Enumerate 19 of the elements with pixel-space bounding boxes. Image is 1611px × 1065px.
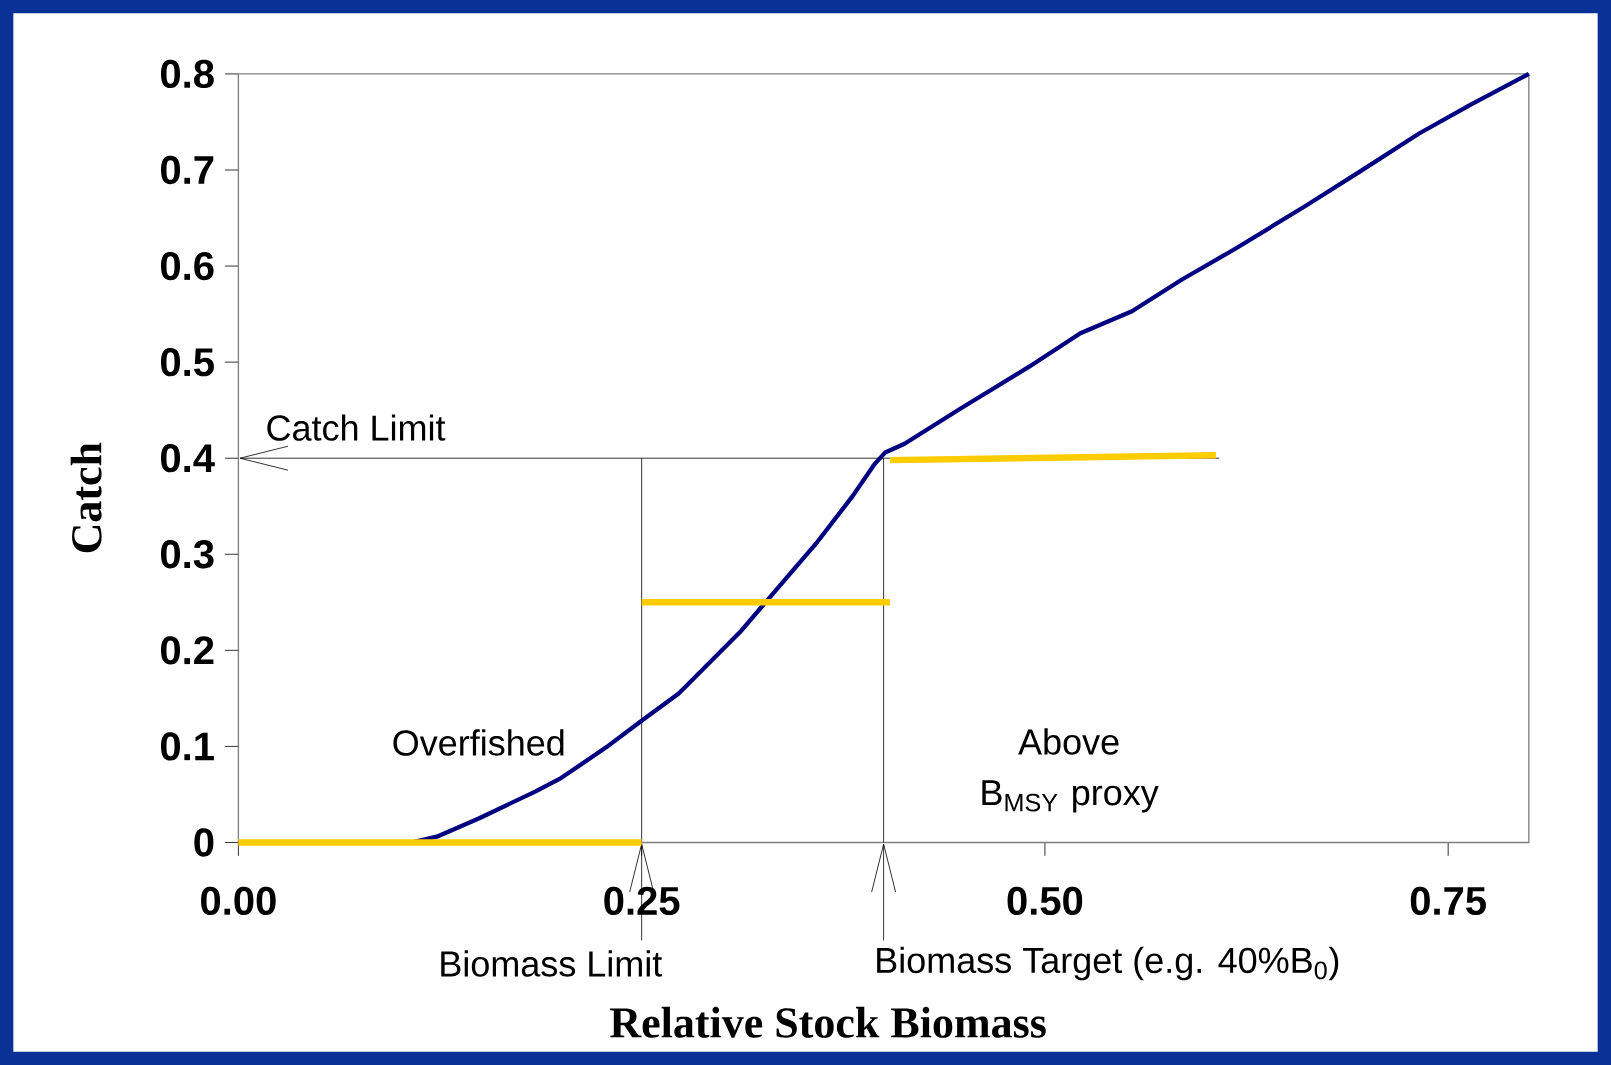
x-axis-title: Relative Stock Biomass: [610, 1006, 1046, 1038]
x-tick-label: 0.00: [201, 886, 276, 916]
y-axis-title: Catch: [70, 442, 102, 553]
ref-line-label: Catch Limit: [267, 414, 446, 441]
annotation: Overfished: [393, 729, 564, 756]
y-tick-label: 0.2: [161, 636, 214, 665]
y-tick-label: 0.6: [161, 251, 214, 281]
x-tick-label: 0.75: [1410, 886, 1486, 916]
ref-line-label: Biomass Limit: [441, 950, 663, 977]
y-tick-label: 0.3: [161, 540, 214, 569]
y-tick-label: 0.5: [161, 347, 214, 377]
y-tick-label: 0: [194, 828, 214, 857]
ref-line-label: Biomass Target (e.g. 40%B$_{0}$): [877, 946, 1339, 981]
y-tick-label: 0.8: [161, 59, 214, 89]
y-tick-label: 0.7: [161, 155, 214, 185]
x-tick-label: 0.50: [1007, 886, 1083, 916]
annotation: Above B$_{MSY}$ proxy: [982, 728, 1159, 813]
y-tick-label: 0.1: [161, 732, 214, 761]
y-tick-label: 0.4: [161, 444, 215, 473]
